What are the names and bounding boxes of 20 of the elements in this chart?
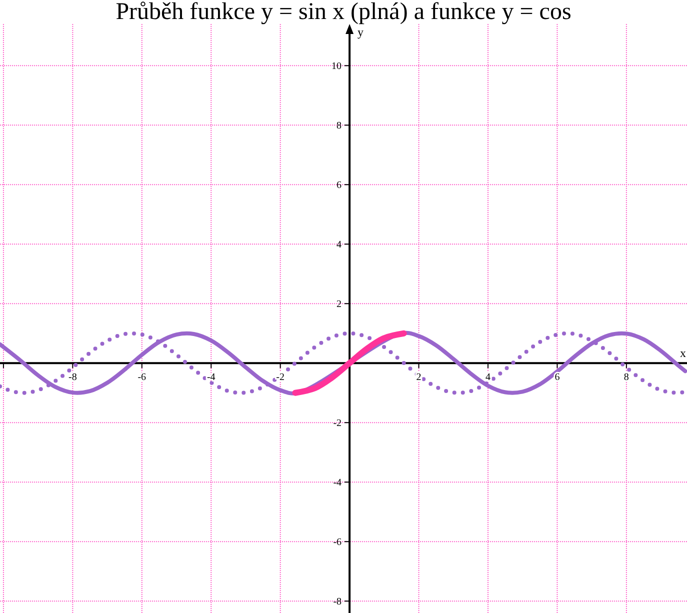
x-axis-title: x [680, 346, 686, 360]
x-tick-label: 8 [624, 372, 629, 384]
x-tick-label: 2 [416, 372, 422, 384]
y-tick-label: 6 [336, 180, 342, 192]
y-tick-label: 4 [336, 240, 342, 251]
y-axis-title: y [358, 25, 364, 39]
x-tick-label: -4 [206, 372, 216, 384]
y-tick-label: -2 [333, 418, 342, 430]
y-tick-label: 2 [336, 299, 342, 310]
x-tick-label: -2 [276, 372, 285, 384]
x-tick-label: 4 [485, 372, 490, 384]
y-tick-label: 8 [336, 120, 342, 132]
y-tick-label: -6 [333, 537, 342, 548]
chart-title: Průběh funkce y = sin x (plná) a funkce y = cos [116, 0, 572, 25]
y-tick-label: -4 [333, 478, 342, 489]
x-tick-label: -8 [68, 372, 77, 384]
y-tick-label: -8 [333, 596, 342, 608]
x-tick-label: -6 [138, 372, 146, 384]
y-tick-label: 10 [332, 61, 342, 72]
x-tick-label: 6 [554, 372, 560, 384]
